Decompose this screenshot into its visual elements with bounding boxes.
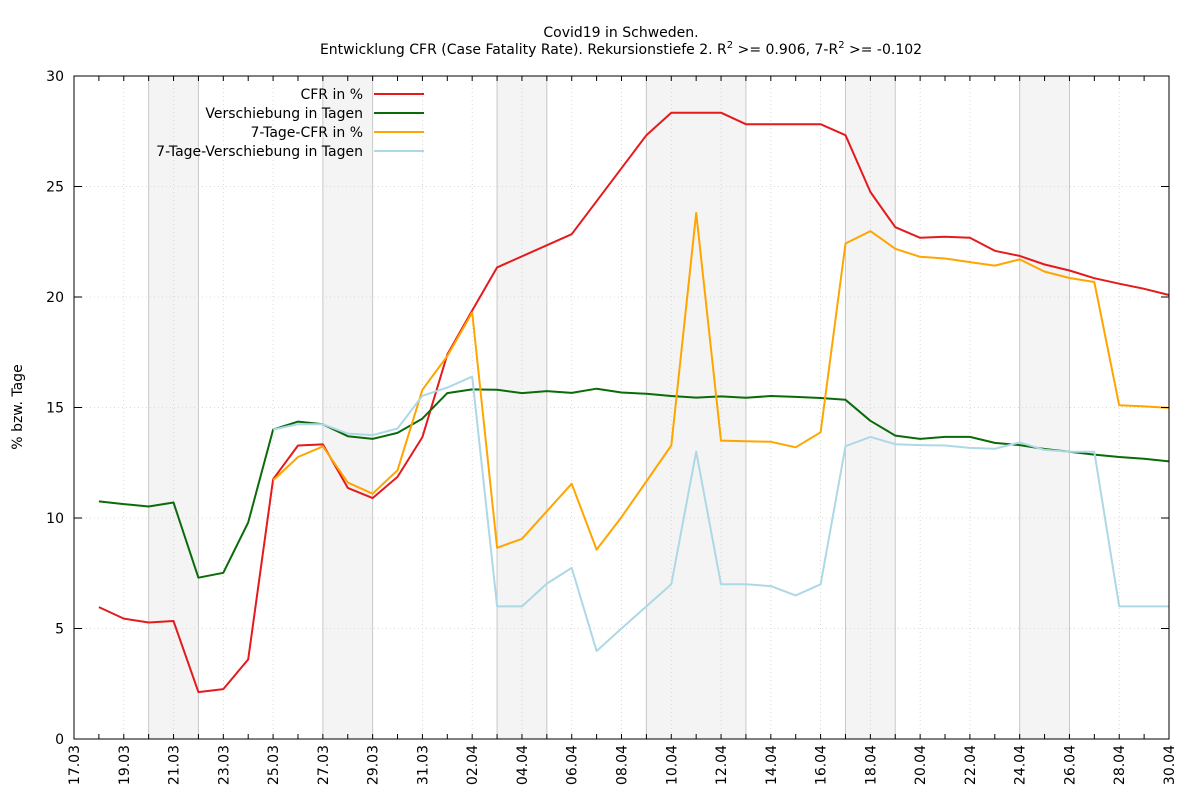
x-tick-label: 23.03 <box>216 745 232 785</box>
y-tick-label: 15 <box>46 401 64 417</box>
x-tick-label: 21.03 <box>167 745 183 785</box>
x-tick-label: 17.03 <box>67 745 83 785</box>
y-tick-label: 30 <box>46 69 64 85</box>
x-tick-label: 04.04 <box>515 745 531 785</box>
x-tick-label: 24.04 <box>1013 745 1029 785</box>
x-tick-label: 02.04 <box>465 745 481 785</box>
x-tick-label: 26.04 <box>1062 745 1078 785</box>
x-tick-label: 06.04 <box>565 745 581 785</box>
y-tick-label: 10 <box>46 511 64 527</box>
x-tick-label: 14.04 <box>764 745 780 785</box>
weekend-band-6 <box>1019 76 1070 739</box>
x-tick-label: 27.03 <box>316 745 332 785</box>
x-tick-label: 19.03 <box>117 745 133 785</box>
x-tick-label: 30.04 <box>1162 745 1178 785</box>
weekend-band-3 <box>497 76 547 739</box>
legend: CFR in % Verschiebung in Tagen 7-Tage-CFR … <box>156 87 424 160</box>
x-tick-label: 25.03 <box>266 745 282 785</box>
x-tick-label: 28.04 <box>1112 745 1128 785</box>
y-axis-label: % bzw. Tage <box>10 364 26 449</box>
legend-label-1: CFR in % <box>300 87 363 103</box>
weekend-band-2 <box>322 76 373 739</box>
y-tick-label: 0 <box>55 732 64 748</box>
y-tick-label: 5 <box>55 622 64 638</box>
subtitle-sup-1: 2 <box>727 40 733 51</box>
series-lines <box>98 111 1170 694</box>
x-tick-label: 22.04 <box>963 745 979 785</box>
y-tick-label: 20 <box>46 290 64 306</box>
y-tick-label: 25 <box>46 180 64 196</box>
x-tick-label: 12.04 <box>714 745 730 785</box>
x-tick-label: 29.03 <box>366 745 382 785</box>
x-tick-label: 31.03 <box>415 745 431 785</box>
chart-title: Covid19 in Schweden. <box>543 25 698 41</box>
subtitle-sup-2: 2 <box>838 40 844 51</box>
axis-ticks: 0 5 10 15 20 25 30 17.03 19.03 21.03 23.03 25.03 27.… <box>46 69 1178 785</box>
series-line-4 <box>272 375 1169 652</box>
x-tick-label: 18.04 <box>863 745 879 785</box>
x-tick-label: 08.04 <box>615 745 631 785</box>
x-tick-label: 10.04 <box>664 745 680 785</box>
legend-label-4: 7-Tage-Verschiebung in Tagen <box>156 144 363 160</box>
chart-subtitle: Entwicklung CFR (Case Fatality Rate). Re… <box>320 40 922 58</box>
subtitle-prefix: Entwicklung CFR (Case Fatality Rate). Re… <box>320 42 727 58</box>
subtitle-middle: >= 0.906, 7-R <box>733 42 838 58</box>
subtitle-suffix: >= -0.102 <box>845 42 923 58</box>
legend-label-2: Verschiebung in Tagen <box>205 106 363 122</box>
series-line-1 <box>98 111 1170 694</box>
x-tick-label: 16.04 <box>814 745 830 785</box>
x-tick-label: 20.04 <box>913 745 929 785</box>
legend-label-3: 7-Tage-CFR in % <box>250 125 363 141</box>
series-line-3 <box>272 212 1170 551</box>
